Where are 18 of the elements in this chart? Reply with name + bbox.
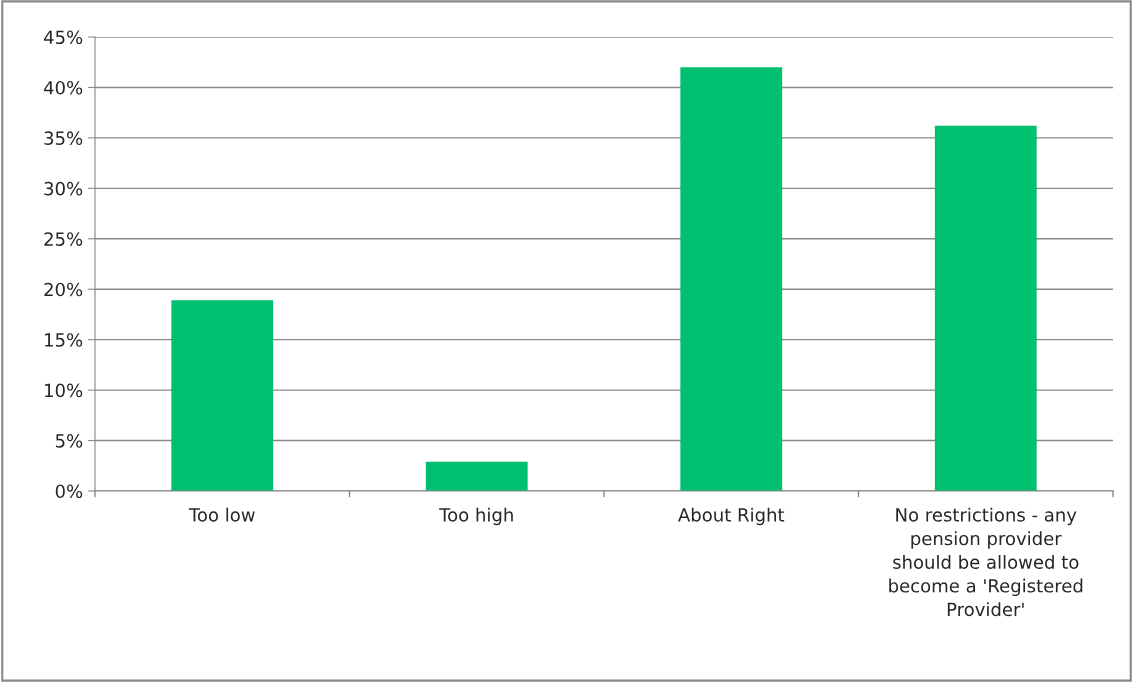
y-tick-label: 35% bbox=[44, 131, 83, 146]
x-tick-label: About Right bbox=[678, 507, 785, 526]
y-tick-label: 15% bbox=[45, 333, 83, 347]
y-tick-label: 5% bbox=[55, 434, 83, 448]
y-tick-label: 30% bbox=[44, 181, 83, 196]
y-tick-label: 20% bbox=[44, 282, 83, 297]
x-tick-label: No restrictions - any pension provider should be allowed to become a 'Registered Provider' bbox=[889, 507, 1083, 617]
y-tick-label: 0% bbox=[55, 484, 83, 499]
bar bbox=[425, 461, 528, 491]
y-tick-label: 45% bbox=[43, 30, 83, 45]
x-tick-label: Too low bbox=[188, 507, 255, 522]
bar bbox=[680, 67, 783, 491]
x-tick-label: Too high bbox=[439, 507, 513, 526]
y-tick-label: 25% bbox=[44, 232, 83, 246]
bar bbox=[934, 125, 1037, 491]
bar bbox=[171, 300, 274, 491]
y-tick-label: 40% bbox=[43, 80, 83, 95]
y-tick-label: 10% bbox=[45, 383, 83, 398]
